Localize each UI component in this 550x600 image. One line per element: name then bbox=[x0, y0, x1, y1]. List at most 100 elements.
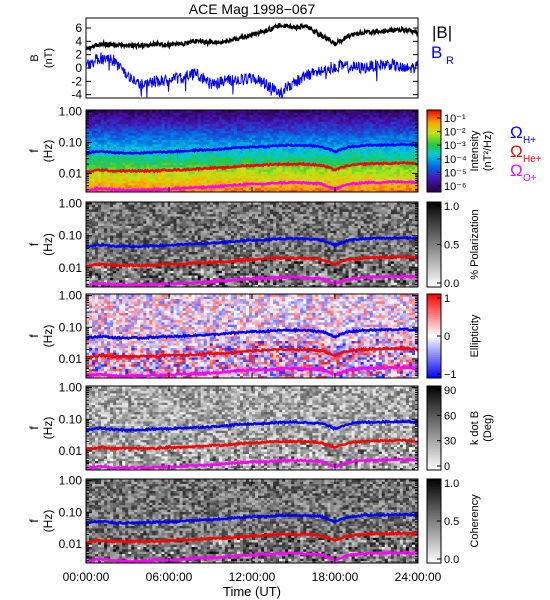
x-axis-label: Time (UT) bbox=[223, 584, 281, 599]
colorbar-tick-label: 10⁻⁵ bbox=[444, 167, 467, 179]
gyro-legend-symbol: Ω bbox=[510, 142, 523, 161]
colorbar-label: (nT²/Hz) bbox=[482, 131, 494, 171]
y-tick-label: 1.00 bbox=[59, 197, 83, 211]
colorbar-tick-label: 1.0 bbox=[444, 201, 459, 213]
freq-ylabel: f bbox=[27, 242, 41, 246]
colorbar-tick-label: 0 bbox=[444, 331, 450, 343]
panel-kdotb: 1.00 0.10 0.01 f (Hz) 90 60 30 0 k dot B (Deg) bbox=[27, 381, 494, 473]
y-tick-label: 0.01 bbox=[59, 444, 83, 458]
gyro-line-h bbox=[85, 235, 418, 249]
spectrogram-polarization bbox=[86, 202, 419, 288]
freq-ylabel-units: (Hz) bbox=[41, 325, 55, 348]
y-tick-label: 0.10 bbox=[59, 320, 83, 334]
series-line-b-magnitude bbox=[85, 22, 419, 52]
x-tick-label: 12:00:00 bbox=[229, 570, 276, 584]
y-tick-label: 0.10 bbox=[59, 505, 83, 519]
y-tick-label: 0.10 bbox=[59, 412, 83, 426]
colorbar-polarization: 1.0 0.5 0.0 % Polarization bbox=[426, 201, 481, 290]
colorbar-tick-label: 10⁻³ bbox=[444, 140, 466, 152]
spectrogram-coherency bbox=[86, 479, 419, 564]
colorbar-tick-label: 30 bbox=[444, 436, 456, 448]
gyro-line-o bbox=[85, 549, 419, 564]
freq-ylabel: f bbox=[27, 519, 41, 523]
colorbar-tick-label: 10⁻⁶ bbox=[444, 181, 467, 193]
x-tick-label: 06:00:00 bbox=[146, 570, 193, 584]
gyro-line-he bbox=[85, 254, 419, 269]
y-tick-label: 0.10 bbox=[59, 135, 83, 149]
field-ylabel-units: (nT) bbox=[43, 48, 55, 68]
colorbar-tick-label: 60 bbox=[444, 410, 456, 422]
colorbar-label: Coherency bbox=[469, 494, 481, 548]
gyro-line-he bbox=[85, 530, 419, 545]
colorbar-label: Intensity bbox=[469, 130, 481, 171]
gyro-line-he bbox=[85, 160, 419, 174]
colorbar-tick-label: 0.5 bbox=[444, 516, 459, 528]
gyro-line-h bbox=[85, 419, 418, 433]
gyro-legend-sub: O+ bbox=[523, 173, 537, 184]
y-tick-label: -2 bbox=[71, 74, 82, 88]
legend-b-radial-sub: R bbox=[446, 55, 454, 67]
y-tick-label: 2 bbox=[75, 48, 82, 62]
colorbar-label: % Polarization bbox=[469, 209, 481, 279]
freq-ylabel-units: (Hz) bbox=[41, 510, 55, 533]
gyro-legend-item: Ω He+ bbox=[510, 142, 542, 165]
gyro-line-h bbox=[86, 327, 419, 341]
y-tick-label: 0.01 bbox=[59, 166, 83, 180]
gyro-legend-sub: H+ bbox=[523, 135, 536, 146]
gyro-line-he bbox=[85, 438, 419, 452]
colorbar-label: (Deg) bbox=[482, 414, 494, 442]
gyro-legend-item: Ω O+ bbox=[510, 161, 537, 184]
colorbar-tick-label: 10⁻⁴ bbox=[444, 154, 467, 166]
gyro-line-h bbox=[85, 512, 419, 526]
panel-coherency: 1.00 0.10 0.01 f (Hz) 1.0 0.5 0.0 Coherency 00:00… bbox=[27, 474, 481, 584]
colorbar-tick-label: 0.0 bbox=[444, 278, 459, 290]
colorbar-tick-label: 0.0 bbox=[444, 554, 459, 566]
colorbar-label: Ellipticity bbox=[469, 314, 481, 357]
gyro-line-o bbox=[85, 457, 419, 471]
colorbar-tick-label: 90 bbox=[444, 385, 456, 397]
gyro-line-he bbox=[85, 345, 419, 359]
field-panel-frame bbox=[85, 17, 419, 99]
gyro-line-o bbox=[85, 365, 419, 379]
spectrogram-kdotb bbox=[86, 386, 419, 471]
panel-ellipticity: 1.00 0.10 0.01 f (Hz) 1 0 −1 Ellipticity bbox=[27, 289, 481, 381]
panel-intensity: 1.000.100.01f (Hz)10⁻¹10⁻²10⁻³10⁻⁴10⁻⁵10⁻… bbox=[27, 105, 542, 193]
y-tick-label: 6 bbox=[75, 21, 82, 35]
y-tick-label: 1.00 bbox=[59, 105, 83, 119]
field-ylabel: B bbox=[29, 54, 41, 61]
colorbar-frame bbox=[426, 109, 442, 193]
colorbar-tick-label: 0.5 bbox=[444, 240, 459, 252]
colorbar-tick-label: 1.0 bbox=[444, 478, 459, 490]
legend-b-radial: B bbox=[431, 43, 442, 62]
y-tick-label: 0 bbox=[75, 61, 82, 75]
colorbar-tick-label: 10⁻¹ bbox=[444, 113, 466, 125]
colorbar-kdotb: 90 60 30 0 k dot B (Deg) bbox=[426, 385, 494, 473]
gyro-legend-symbol: Ω bbox=[510, 123, 523, 142]
gyro-legend-sub: He+ bbox=[523, 154, 542, 165]
gyro-line-o bbox=[85, 274, 419, 288]
y-tick-label: 1.00 bbox=[59, 474, 83, 488]
spectrogram-intensity bbox=[86, 110, 419, 193]
x-tick-label: 00:00:00 bbox=[63, 570, 110, 584]
gyro-line-o bbox=[85, 179, 419, 193]
y-tick-label: 0.01 bbox=[59, 352, 83, 366]
y-tick-label: 0.01 bbox=[59, 261, 83, 275]
y-tick-label: 1.00 bbox=[59, 289, 83, 303]
freq-ylabel-units: (Hz) bbox=[41, 233, 55, 256]
colorbar-tick-label: 1 bbox=[444, 293, 450, 305]
colorbar-frame bbox=[426, 385, 442, 471]
freq-ylabel: f bbox=[27, 426, 41, 430]
y-tick-label: 0.10 bbox=[59, 229, 83, 243]
gyro-legend-symbol: Ω bbox=[510, 161, 523, 180]
freq-ylabel-units: (Hz) bbox=[41, 417, 55, 440]
legend-b-magnitude: |B| bbox=[432, 23, 452, 42]
y-tick-label: -4 bbox=[71, 88, 82, 102]
colorbar-tick-label: −1 bbox=[444, 369, 457, 381]
y-tick-label: 0.01 bbox=[59, 537, 83, 551]
freq-ylabel-units: (Hz) bbox=[41, 140, 55, 163]
colorbar-coherency: 1.0 0.5 0.0 Coherency bbox=[426, 478, 481, 566]
